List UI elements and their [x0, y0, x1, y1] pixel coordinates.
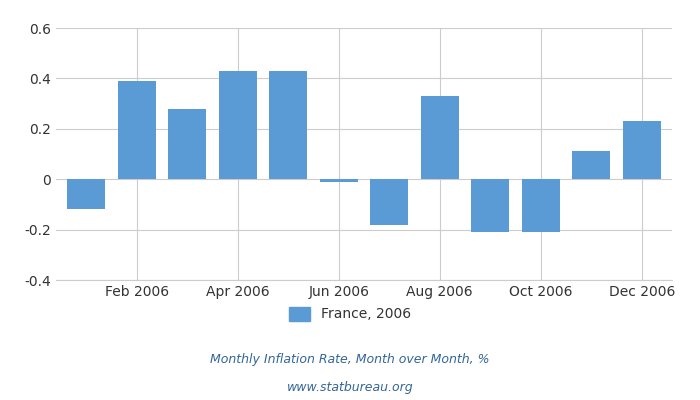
Bar — [320, 179, 358, 182]
Bar — [421, 96, 458, 179]
Bar — [623, 121, 661, 179]
Bar — [118, 81, 155, 179]
Bar — [522, 179, 560, 232]
Bar — [573, 152, 610, 179]
Bar — [471, 179, 509, 232]
Legend: France, 2006: France, 2006 — [284, 301, 416, 327]
Text: Monthly Inflation Rate, Month over Month, %: Monthly Inflation Rate, Month over Month… — [210, 354, 490, 366]
Text: www.statbureau.org: www.statbureau.org — [287, 382, 413, 394]
Bar — [370, 179, 408, 224]
Bar — [270, 71, 307, 179]
Bar — [168, 109, 206, 179]
Bar — [219, 71, 257, 179]
Bar — [67, 179, 105, 210]
